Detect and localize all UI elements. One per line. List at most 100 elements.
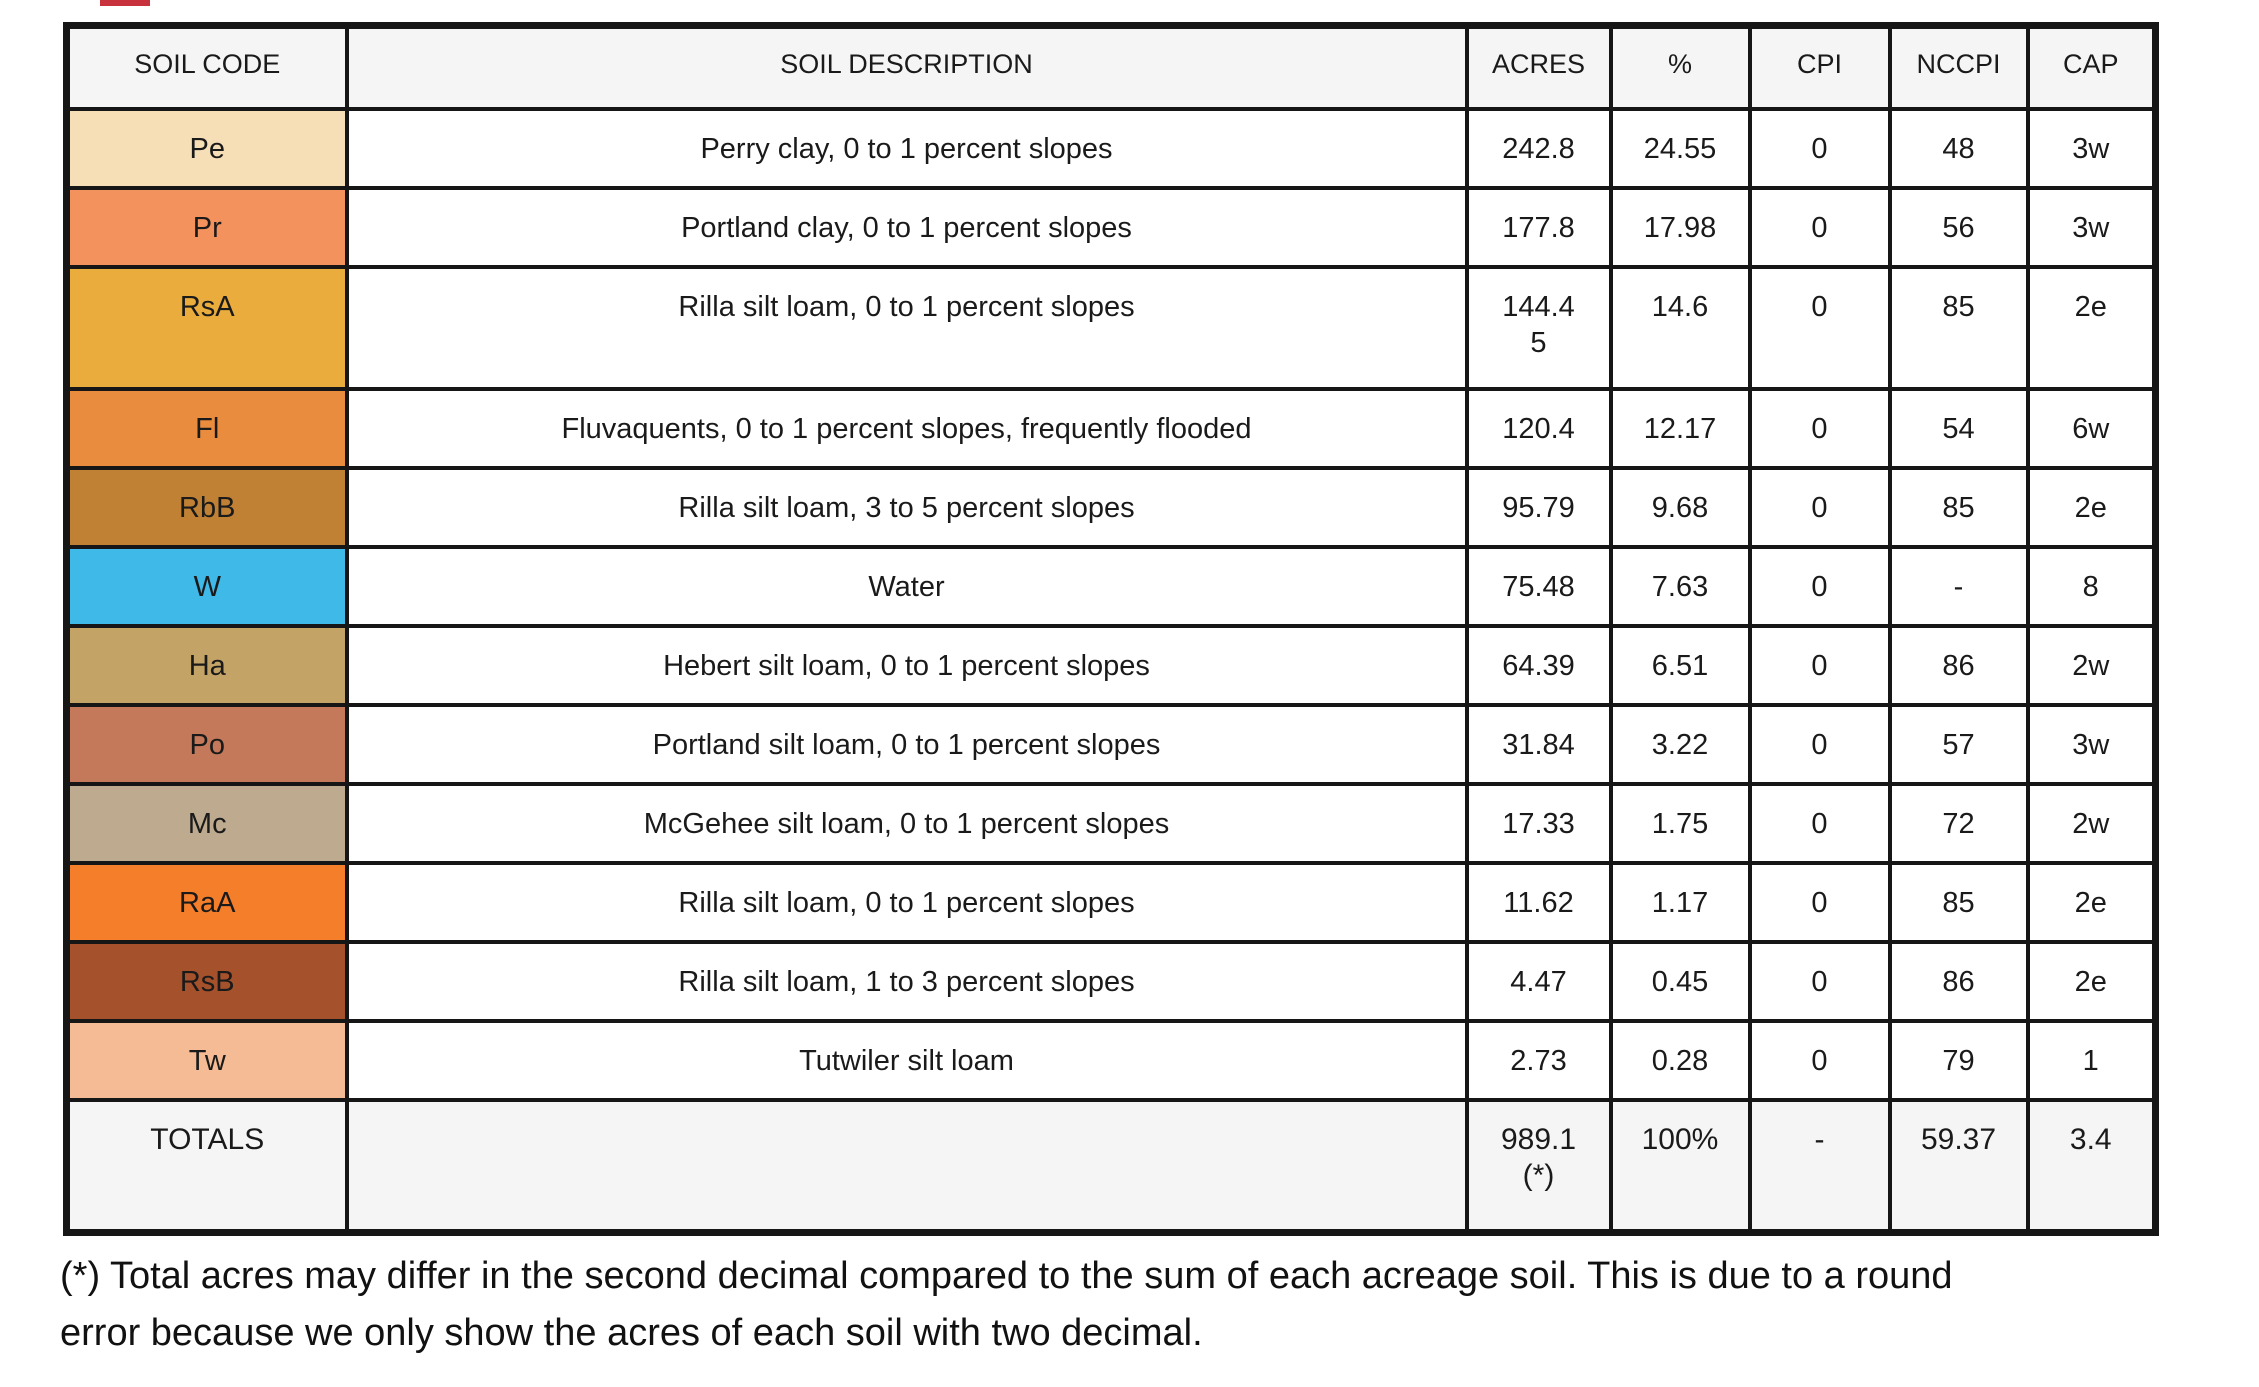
cap-cell: 2w (2025, 624, 2158, 707)
nccpi-cell: 72 (1887, 782, 2030, 865)
nccpi-cell: 85 (1887, 265, 2030, 391)
table-row-rsa: RsA Rilla silt loam, 0 to 1 percent slop… (64, 265, 2158, 391)
table-row-po: Po Portland silt loam, 0 to 1 percent sl… (64, 703, 2158, 786)
acres-value: 2.73 (1510, 1045, 1567, 1077)
soil-description-cell: Water (344, 545, 1469, 628)
header-nccpi: NCCPI (1887, 23, 2030, 111)
cpi-cell: 0 (1747, 1019, 1892, 1102)
table-row-rsb: RsB Rilla silt loam, 1 to 3 percent slop… (64, 940, 2158, 1023)
table-row-mc: Mc McGehee silt loam, 0 to 1 percent slo… (64, 782, 2158, 865)
cpi-cell: 0 (1747, 782, 1892, 865)
header-soil-code: SOIL CODE (64, 23, 349, 111)
totals-acres-value: 989.1(*) (1500, 1123, 1577, 1192)
cpi-cell: 0 (1747, 466, 1892, 549)
header-cpi: CPI (1747, 23, 1892, 111)
nccpi-cell: - (1887, 545, 2030, 628)
footnote-text: (*) Total acres may differ in the second… (60, 1255, 1953, 1354)
totals-cpi-cell: - (1747, 1098, 1892, 1235)
soil-description-cell: Rilla silt loam, 0 to 1 percent slopes (344, 265, 1469, 391)
cpi-cell: 0 (1747, 624, 1892, 707)
totals-label: TOTALS (64, 1098, 349, 1235)
percent-cell: 1.17 (1608, 861, 1752, 944)
soil-code-swatch: Ha (64, 624, 349, 707)
nccpi-cell: 79 (1887, 1019, 2030, 1102)
acres-cell: 11.62 (1464, 861, 1613, 944)
acres-value: 64.39 (1502, 650, 1575, 682)
cap-cell: 2e (2025, 466, 2158, 549)
header-cap: CAP (2025, 23, 2158, 111)
cap-cell: 2e (2025, 861, 2158, 944)
totals-percent-cell: 100% (1608, 1098, 1752, 1235)
soil-description-cell: Tutwiler silt loam (344, 1019, 1469, 1102)
soil-code-swatch: RaA (64, 861, 349, 944)
header-soil-description: SOIL DESCRIPTION (344, 23, 1469, 111)
soil-code-swatch: RbB (64, 466, 349, 549)
soil-description-cell: Rilla silt loam, 0 to 1 percent slopes (344, 861, 1469, 944)
percent-cell: 24.55 (1608, 107, 1752, 190)
soil-code-swatch: Pr (64, 186, 349, 269)
nccpi-cell: 48 (1887, 107, 2030, 190)
totals-row: TOTALS 989.1(*) 100% - 59.37 3.4 (64, 1098, 2158, 1235)
percent-cell: 0.45 (1608, 940, 1752, 1023)
header-percent: % (1608, 23, 1752, 111)
acres-cell: 64.39 (1464, 624, 1613, 707)
nccpi-cell: 85 (1887, 861, 2030, 944)
acres-cell: 2.73 (1464, 1019, 1613, 1102)
percent-cell: 0.28 (1608, 1019, 1752, 1102)
nccpi-cell: 56 (1887, 186, 2030, 269)
acres-cell: 120.4 (1464, 387, 1613, 470)
soil-description-cell: Rilla silt loam, 1 to 3 percent slopes (344, 940, 1469, 1023)
percent-cell: 7.63 (1608, 545, 1752, 628)
table-row-pe: Pe Perry clay, 0 to 1 percent slopes 242… (64, 107, 2158, 190)
soil-code-swatch: Po (64, 703, 349, 786)
cap-cell: 3w (2025, 186, 2158, 269)
percent-cell: 17.98 (1608, 186, 1752, 269)
soil-description-cell: Perry clay, 0 to 1 percent slopes (344, 107, 1469, 190)
cpi-cell: 0 (1747, 265, 1892, 391)
table-row-ha: Ha Hebert silt loam, 0 to 1 percent slop… (64, 624, 2158, 707)
cap-cell: 2e (2025, 940, 2158, 1023)
nccpi-cell: 86 (1887, 940, 2030, 1023)
percent-cell: 3.22 (1608, 703, 1752, 786)
soil-description-cell: Portland silt loam, 0 to 1 percent slope… (344, 703, 1469, 786)
cap-cell: 8 (2025, 545, 2158, 628)
soil-code-swatch: Tw (64, 1019, 349, 1102)
cap-cell: 3w (2025, 107, 2158, 190)
acres-value: 120.4 (1502, 413, 1575, 445)
cap-cell: 2w (2025, 782, 2158, 865)
soil-table: SOIL CODE SOIL DESCRIPTION ACRES % CPI N… (63, 22, 2159, 1236)
percent-cell: 9.68 (1608, 466, 1752, 549)
cpi-cell: 0 (1747, 940, 1892, 1023)
table-row-w: W Water 75.48 7.63 0 - 8 (64, 545, 2158, 628)
cap-cell: 2e (2025, 265, 2158, 391)
cpi-cell: 0 (1747, 861, 1892, 944)
table-row-tw: Tw Tutwiler silt loam 2.73 0.28 0 79 1 (64, 1019, 2158, 1102)
totals-nccpi-cell: 59.37 (1887, 1098, 2030, 1235)
table-row-raa: RaA Rilla silt loam, 0 to 1 percent slop… (64, 861, 2158, 944)
acres-value: 144.45 (1502, 291, 1575, 359)
acres-cell: 177.8 (1464, 186, 1613, 269)
acres-cell: 4.47 (1464, 940, 1613, 1023)
soil-description-cell: Portland clay, 0 to 1 percent slopes (344, 186, 1469, 269)
soil-description-cell: McGehee silt loam, 0 to 1 percent slopes (344, 782, 1469, 865)
totals-cap-cell: 3.4 (2025, 1098, 2158, 1235)
header-row: SOIL CODE SOIL DESCRIPTION ACRES % CPI N… (64, 23, 2158, 111)
acres-value: 4.47 (1510, 966, 1567, 998)
acres-cell: 95.79 (1464, 466, 1613, 549)
soil-code-swatch: Pe (64, 107, 349, 190)
table-row-pr: Pr Portland clay, 0 to 1 percent slopes … (64, 186, 2158, 269)
cpi-cell: 0 (1747, 387, 1892, 470)
acres-cell: 242.8 (1464, 107, 1613, 190)
acres-cell: 75.48 (1464, 545, 1613, 628)
soil-description-cell: Hebert silt loam, 0 to 1 percent slopes (344, 624, 1469, 707)
soil-code-swatch: W (64, 545, 349, 628)
percent-cell: 12.17 (1608, 387, 1752, 470)
acres-value: 75.48 (1502, 571, 1575, 603)
cpi-cell: 0 (1747, 703, 1892, 786)
totals-acres-cell: 989.1(*) (1464, 1098, 1613, 1235)
cap-cell: 6w (2025, 387, 2158, 470)
acres-cell: 17.33 (1464, 782, 1613, 865)
nccpi-cell: 57 (1887, 703, 2030, 786)
acres-cell: 144.45 (1464, 265, 1613, 391)
